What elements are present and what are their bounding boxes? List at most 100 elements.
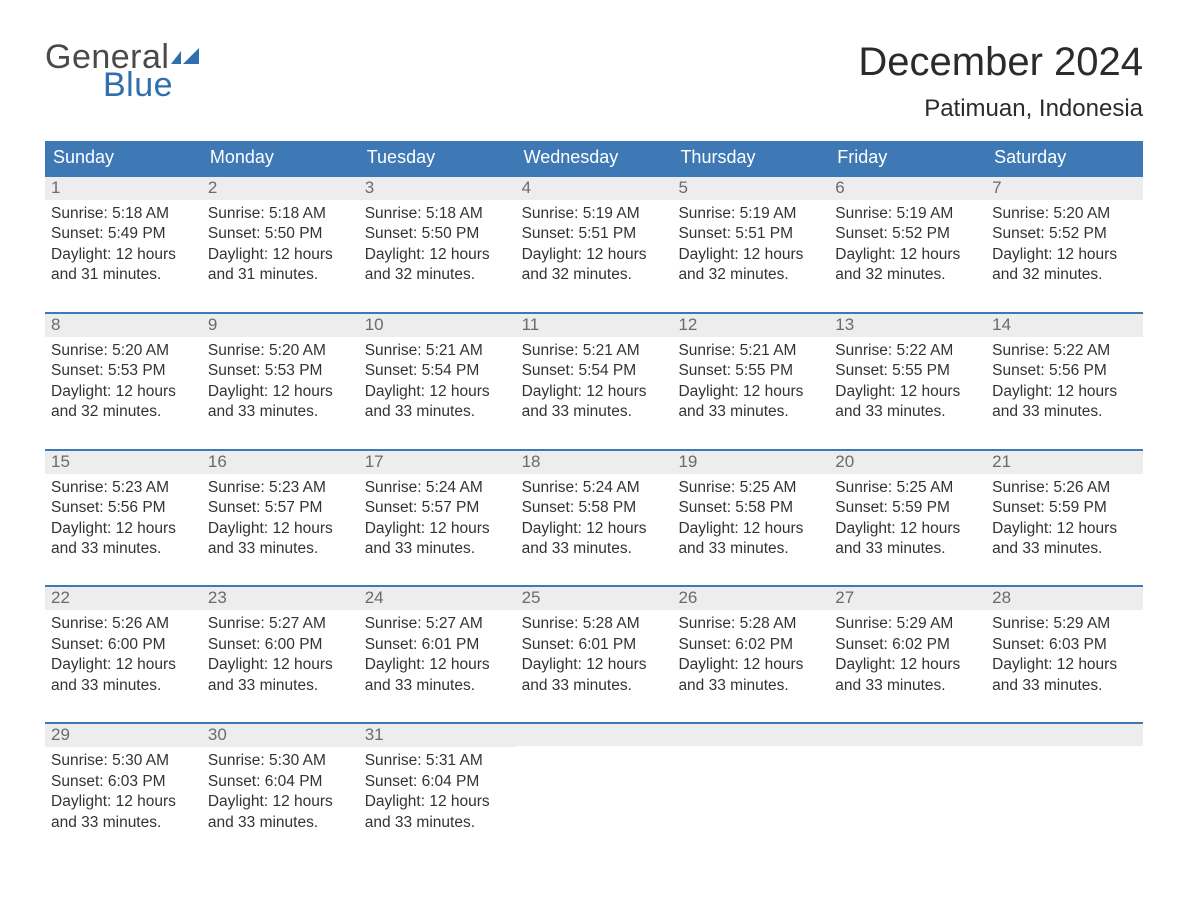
day-cell: 22 Sunrise: 5:26 AMSunset: 6:00 PMDayligh… xyxy=(45,587,202,696)
sunset-line: Sunset: 6:02 PM xyxy=(835,635,980,655)
day-number: 28 xyxy=(986,587,1143,610)
sunset-line: Sunset: 5:58 PM xyxy=(522,498,667,518)
day-number-empty xyxy=(829,724,986,746)
sunrise-line: Sunrise: 5:28 AM xyxy=(678,614,823,634)
day-body: Sunrise: 5:25 AMSunset: 5:58 PMDaylight:… xyxy=(672,474,829,560)
day-number: 23 xyxy=(202,587,359,610)
week-row: 1Sunrise: 5:18 AMSunset: 5:49 PMDaylight… xyxy=(45,175,1143,286)
sunrise-line: Sunrise: 5:26 AM xyxy=(51,614,196,634)
sunset-line: Sunset: 6:01 PM xyxy=(522,635,667,655)
sunrise-line: Sunrise: 5:27 AM xyxy=(208,614,353,634)
day-cell: 27 Sunrise: 5:29 AMSunset: 6:02 PMDayligh… xyxy=(829,587,986,696)
day-number: 14 xyxy=(986,314,1143,337)
sunrise-line: Sunrise: 5:21 AM xyxy=(365,341,510,361)
sunrise-line: Sunrise: 5:20 AM xyxy=(51,341,196,361)
sunrise-line: Sunrise: 5:18 AM xyxy=(51,204,196,224)
day-number: 17 xyxy=(359,451,516,474)
daylight-line: Daylight: 12 hours and 33 minutes. xyxy=(992,655,1137,696)
sunrise-line: Sunrise: 5:18 AM xyxy=(208,204,353,224)
week-row: 29Sunrise: 5:30 AMSunset: 6:03 PMDayligh… xyxy=(45,722,1143,833)
day-body: Sunrise: 5:21 AMSunset: 5:54 PMDaylight:… xyxy=(516,337,673,423)
sunrise-line: Sunrise: 5:20 AM xyxy=(208,341,353,361)
daylight-line: Daylight: 12 hours and 33 minutes. xyxy=(365,792,510,833)
dow-sunday: Sunday xyxy=(45,141,202,175)
day-number: 20 xyxy=(829,451,986,474)
day-number: 24 xyxy=(359,587,516,610)
dow-wednesday: Wednesday xyxy=(516,141,673,175)
daylight-line: Daylight: 12 hours and 33 minutes. xyxy=(208,382,353,423)
sunrise-line: Sunrise: 5:22 AM xyxy=(992,341,1137,361)
sunset-line: Sunset: 5:58 PM xyxy=(678,498,823,518)
day-body: Sunrise: 5:22 AMSunset: 5:56 PMDaylight:… xyxy=(986,337,1143,423)
day-body: Sunrise: 5:23 AMSunset: 5:56 PMDaylight:… xyxy=(45,474,202,560)
day-number: 27 xyxy=(829,587,986,610)
day-cell xyxy=(672,724,829,833)
day-number: 13 xyxy=(829,314,986,337)
day-cell xyxy=(986,724,1143,833)
day-body: Sunrise: 5:24 AMSunset: 5:58 PMDaylight:… xyxy=(516,474,673,560)
day-number: 5 xyxy=(672,177,829,200)
daylight-line: Daylight: 12 hours and 33 minutes. xyxy=(678,382,823,423)
daylight-line: Daylight: 12 hours and 33 minutes. xyxy=(678,519,823,560)
daylight-line: Daylight: 12 hours and 32 minutes. xyxy=(365,245,510,286)
sunset-line: Sunset: 5:55 PM xyxy=(678,361,823,381)
daylight-line: Daylight: 12 hours and 33 minutes. xyxy=(208,655,353,696)
sunrise-line: Sunrise: 5:21 AM xyxy=(678,341,823,361)
day-cell: 2Sunrise: 5:18 AMSunset: 5:50 PMDaylight… xyxy=(202,177,359,286)
sunset-line: Sunset: 5:57 PM xyxy=(365,498,510,518)
day-number: 4 xyxy=(516,177,673,200)
sunset-line: Sunset: 5:59 PM xyxy=(992,498,1137,518)
daylight-line: Daylight: 12 hours and 33 minutes. xyxy=(51,655,196,696)
day-cell: 29Sunrise: 5:30 AMSunset: 6:03 PMDayligh… xyxy=(45,724,202,833)
day-body: Sunrise: 5:26 AMSunset: 5:59 PMDaylight:… xyxy=(986,474,1143,560)
day-body: Sunrise: 5:19 AMSunset: 5:51 PMDaylight:… xyxy=(516,200,673,286)
day-number-empty xyxy=(986,724,1143,746)
day-number: 22 xyxy=(45,587,202,610)
day-body: Sunrise: 5:19 AMSunset: 5:51 PMDaylight:… xyxy=(672,200,829,286)
day-number: 18 xyxy=(516,451,673,474)
sunrise-line: Sunrise: 5:29 AM xyxy=(835,614,980,634)
day-cell: 20Sunrise: 5:25 AMSunset: 5:59 PMDayligh… xyxy=(829,451,986,560)
daylight-line: Daylight: 12 hours and 33 minutes. xyxy=(51,519,196,560)
sunrise-line: Sunrise: 5:25 AM xyxy=(678,478,823,498)
daylight-line: Daylight: 12 hours and 33 minutes. xyxy=(835,519,980,560)
day-number: 8 xyxy=(45,314,202,337)
sunrise-line: Sunrise: 5:23 AM xyxy=(208,478,353,498)
day-body: Sunrise: 5:20 AMSunset: 5:52 PMDaylight:… xyxy=(986,200,1143,286)
day-number: 26 xyxy=(672,587,829,610)
day-cell: 25Sunrise: 5:28 AMSunset: 6:01 PMDayligh… xyxy=(516,587,673,696)
day-cell: 4Sunrise: 5:19 AMSunset: 5:51 PMDaylight… xyxy=(516,177,673,286)
daylight-line: Daylight: 12 hours and 33 minutes. xyxy=(835,655,980,696)
day-body: Sunrise: 5:23 AMSunset: 5:57 PMDaylight:… xyxy=(202,474,359,560)
day-number: 21 xyxy=(986,451,1143,474)
day-number: 10 xyxy=(359,314,516,337)
day-cell xyxy=(829,724,986,833)
day-number: 12 xyxy=(672,314,829,337)
title-block: December 2024 Patimuan, Indonesia xyxy=(858,40,1143,123)
day-body: Sunrise: 5:31 AMSunset: 6:04 PMDaylight:… xyxy=(359,747,516,833)
sunrise-line: Sunrise: 5:19 AM xyxy=(678,204,823,224)
day-number: 29 xyxy=(45,724,202,747)
day-body: Sunrise: 5:22 AMSunset: 5:55 PMDaylight:… xyxy=(829,337,986,423)
sunset-line: Sunset: 5:56 PM xyxy=(992,361,1137,381)
daylight-line: Daylight: 12 hours and 32 minutes. xyxy=(678,245,823,286)
sunset-line: Sunset: 5:56 PM xyxy=(51,498,196,518)
dow-friday: Friday xyxy=(829,141,986,175)
daylight-line: Daylight: 12 hours and 33 minutes. xyxy=(208,519,353,560)
sunrise-line: Sunrise: 5:24 AM xyxy=(365,478,510,498)
sunrise-line: Sunrise: 5:27 AM xyxy=(365,614,510,634)
weeks-container: 1Sunrise: 5:18 AMSunset: 5:49 PMDaylight… xyxy=(45,175,1143,833)
day-cell: 30Sunrise: 5:30 AMSunset: 6:04 PMDayligh… xyxy=(202,724,359,833)
page-subtitle: Patimuan, Indonesia xyxy=(858,95,1143,123)
sunrise-line: Sunrise: 5:29 AM xyxy=(992,614,1137,634)
sunrise-line: Sunrise: 5:23 AM xyxy=(51,478,196,498)
day-number: 25 xyxy=(516,587,673,610)
daylight-line: Daylight: 12 hours and 33 minutes. xyxy=(51,792,196,833)
day-body: Sunrise: 5:21 AMSunset: 5:55 PMDaylight:… xyxy=(672,337,829,423)
daylight-line: Daylight: 12 hours and 33 minutes. xyxy=(365,655,510,696)
day-number: 15 xyxy=(45,451,202,474)
day-cell: 17Sunrise: 5:24 AMSunset: 5:57 PMDayligh… xyxy=(359,451,516,560)
sunset-line: Sunset: 6:00 PM xyxy=(51,635,196,655)
daylight-line: Daylight: 12 hours and 33 minutes. xyxy=(522,382,667,423)
day-number: 11 xyxy=(516,314,673,337)
